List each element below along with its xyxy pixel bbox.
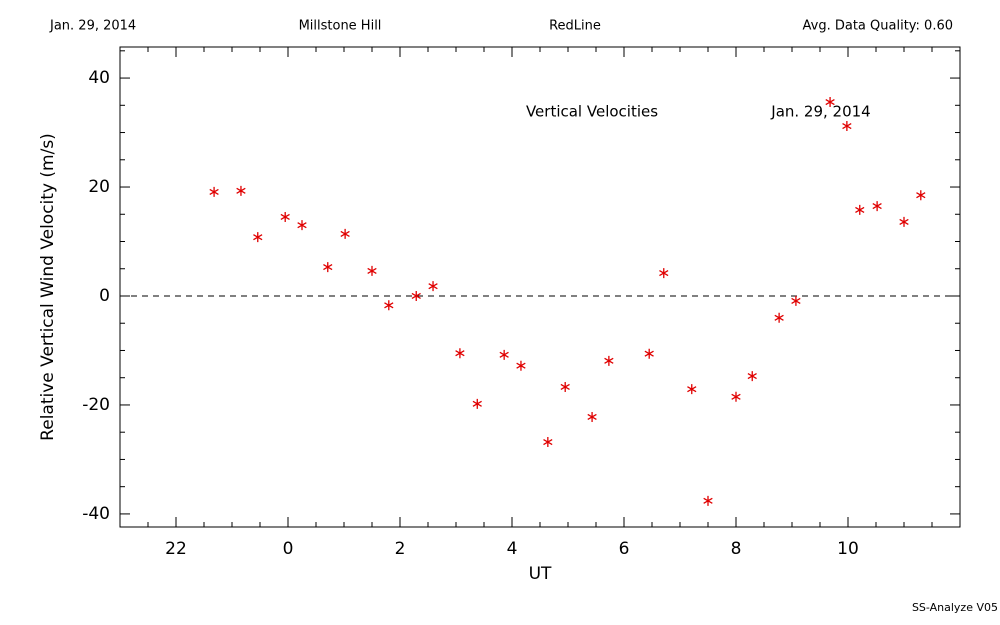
y-tick-label: -20: [82, 395, 110, 415]
point: [209, 186, 219, 197]
header-quality: Avg. Data Quality: 0.60: [803, 19, 953, 34]
header-site: Millstone Hill: [299, 19, 382, 34]
point: [499, 349, 509, 360]
point: [703, 495, 713, 506]
point: [560, 381, 570, 392]
point: [916, 190, 926, 201]
y-axis-label: Relative Vertical Wind Velocity (m/s): [38, 133, 58, 441]
x-tick-label: 6: [619, 539, 630, 559]
y-tick-label: 0: [99, 286, 110, 306]
x-axis-label: UT: [529, 564, 552, 584]
x-tick-label: 0: [283, 539, 294, 559]
point: [842, 121, 852, 132]
point: [731, 391, 741, 402]
x-tick-label: 10: [837, 539, 859, 559]
point: [280, 211, 290, 222]
point: [659, 268, 669, 279]
point: [825, 97, 835, 108]
y-tick-label: 20: [88, 177, 110, 197]
x-tick-label: 8: [731, 539, 742, 559]
point: [899, 216, 909, 227]
point: [236, 185, 246, 196]
point: [644, 348, 654, 359]
point: [411, 290, 421, 301]
point: [428, 281, 438, 292]
annotation: Jan. 29, 2014: [770, 103, 870, 121]
point: [791, 295, 801, 306]
point: [855, 204, 865, 215]
header-date: Jan. 29, 2014: [49, 19, 136, 34]
point: [455, 348, 465, 359]
point: [297, 220, 307, 231]
footer: SS-Analyze V05: [912, 601, 998, 614]
point: [872, 201, 882, 212]
point: [774, 312, 784, 323]
header-line: RedLine: [549, 19, 601, 34]
point: [367, 265, 377, 276]
x-tick-label: 22: [165, 539, 187, 559]
point: [516, 360, 526, 371]
point: [604, 355, 614, 366]
point: [340, 228, 350, 239]
point: [543, 437, 553, 448]
x-tick-label: 2: [395, 539, 406, 559]
x-tick-label: 4: [507, 539, 518, 559]
point: [384, 300, 394, 311]
point: [323, 262, 333, 273]
point: [587, 411, 597, 422]
point: [687, 384, 697, 395]
point: [472, 398, 482, 409]
y-tick-label: 40: [88, 68, 110, 88]
point: [747, 371, 757, 382]
y-tick-label: -40: [82, 504, 110, 524]
annotation: Vertical Velocities: [526, 103, 658, 121]
point: [253, 232, 263, 243]
